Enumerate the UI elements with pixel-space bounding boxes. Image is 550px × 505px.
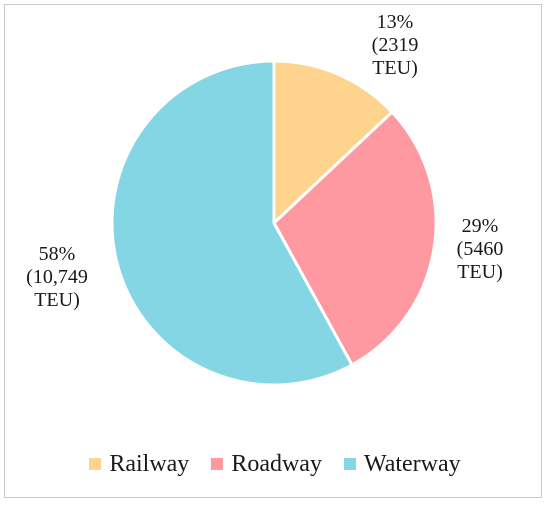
legend: Railway Roadway Waterway xyxy=(0,449,550,479)
pie-slice-railway xyxy=(272,59,394,225)
railway-teu-value: (2319 xyxy=(371,34,419,56)
railway-teu-unit: TEU) xyxy=(372,57,418,79)
legend-item-waterway: Waterway xyxy=(343,450,461,478)
pie-slice-roadway xyxy=(272,110,438,367)
roadway-percent: 29% xyxy=(461,215,499,237)
roadway-teu-value: (5460 xyxy=(456,238,504,260)
pie-slice-waterway xyxy=(110,59,354,387)
roadway-teu-unit: TEU) xyxy=(457,261,503,283)
waterway-teu-value: (10,749 xyxy=(26,266,88,288)
slice-label-roadway: 29% (5460 TEU) xyxy=(440,215,520,284)
legend-item-railway: Railway xyxy=(89,451,189,478)
legend-label-roadway: Roadway xyxy=(231,450,322,477)
legend-item-roadway: Roadway xyxy=(211,451,322,478)
slice-label-railway: 13% (2319 TEU) xyxy=(355,11,435,80)
legend-label-waterway: Waterway xyxy=(363,450,461,477)
waterway-teu-unit: TEU) xyxy=(34,289,80,311)
legend-label-railway: Railway xyxy=(109,450,190,477)
legend-swatch-waterway xyxy=(343,458,356,470)
legend-swatch-roadway xyxy=(211,458,224,470)
legend-swatch-railway xyxy=(89,458,102,470)
railway-percent: 13% xyxy=(376,11,414,33)
chart-frame xyxy=(4,4,542,498)
slice-label-waterway: 58% (10,749 TEU) xyxy=(12,243,102,312)
waterway-percent: 58% xyxy=(38,243,76,265)
